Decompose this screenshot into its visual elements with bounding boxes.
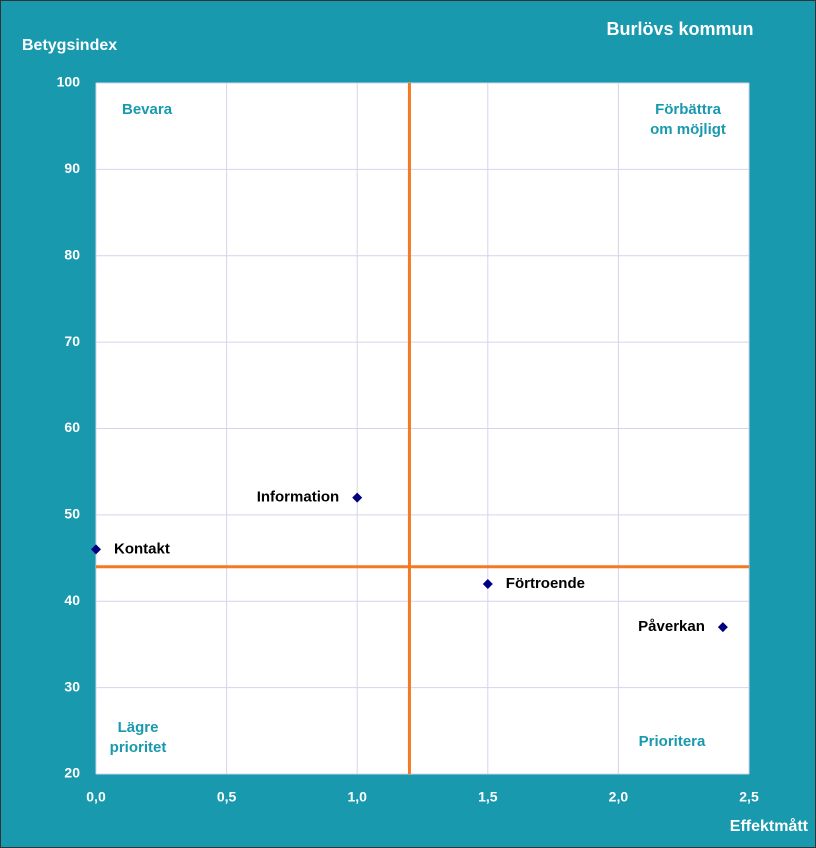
y-tick-label: 90 (64, 160, 80, 176)
point-label: Information (257, 489, 340, 506)
data-point (482, 578, 493, 589)
x-tick-label: 1,5 (478, 789, 498, 805)
y-tick-label: 80 (64, 246, 80, 262)
quadrant-label: Lägre (118, 719, 159, 736)
point-label: Förtroende (506, 575, 585, 592)
x-tick-label: 2,0 (609, 789, 629, 805)
y-tick-label: 100 (57, 74, 81, 90)
point-label: Kontakt (114, 540, 170, 557)
x-axis-label: Effektmått (730, 817, 809, 835)
data-point (717, 622, 728, 633)
data-point (352, 492, 363, 503)
y-tick-label: 70 (64, 333, 80, 349)
chart-title: Burlövs kommun (606, 19, 753, 39)
y-tick-label: 60 (64, 419, 80, 435)
quadrant-label: prioritet (110, 739, 167, 756)
x-tick-label: 0,0 (86, 789, 106, 805)
y-tick-label: 30 (64, 678, 80, 694)
x-tick-label: 0,5 (217, 789, 237, 805)
quadrant-label: Prioritera (639, 733, 706, 750)
quadrant-label: Bevara (122, 101, 173, 118)
x-tick-label: 2,5 (739, 789, 759, 805)
y-tick-label: 20 (64, 765, 80, 781)
y-axis-label: Betygsindex (22, 37, 117, 54)
data-point (91, 544, 101, 555)
quadrant-label: om möjligt (650, 121, 726, 138)
y-tick-label: 40 (64, 592, 80, 608)
x-tick-label: 1,0 (347, 789, 367, 805)
point-label: Påverkan (638, 618, 705, 635)
y-tick-label: 50 (64, 506, 80, 522)
quadrant-label: Förbättra (655, 101, 721, 118)
